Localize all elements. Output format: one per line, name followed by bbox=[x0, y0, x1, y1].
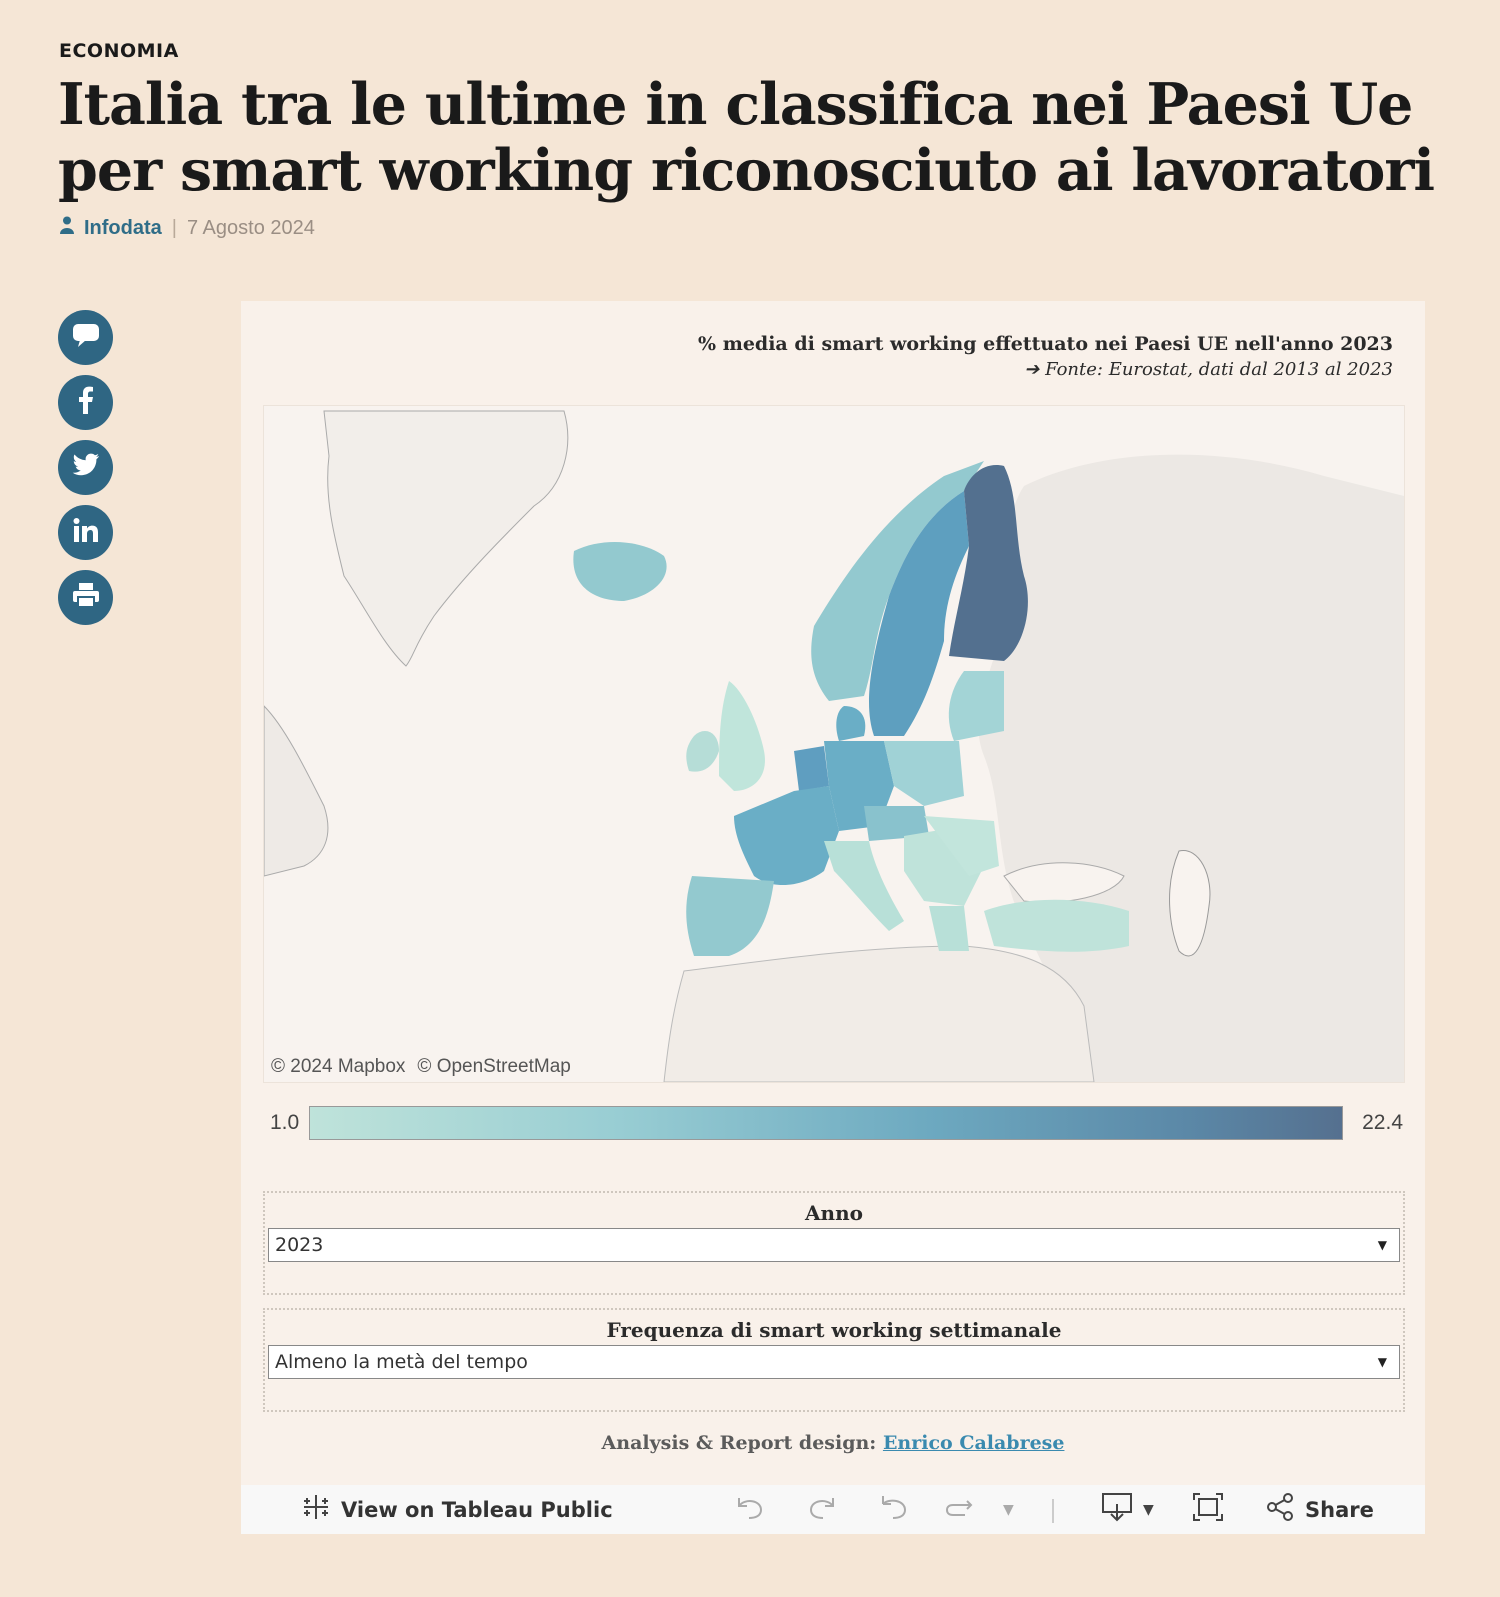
linkedin-icon bbox=[73, 518, 99, 547]
map-attribution: © 2024 Mapbox © OpenStreetMap bbox=[271, 1056, 571, 1078]
ireland-region bbox=[686, 731, 719, 772]
tableau-toolbar: View on Tableau Public ▼ ▼ Share bbox=[241, 1485, 1425, 1534]
benelux-region bbox=[794, 746, 829, 791]
credit-prefix: Analysis & Report design: bbox=[602, 1432, 877, 1454]
greenland-landmass bbox=[324, 411, 568, 666]
choropleth-map[interactable]: © 2024 Mapbox © OpenStreetMap bbox=[263, 405, 1405, 1083]
social-share-bar bbox=[58, 310, 113, 625]
osm-attribution[interactable]: © OpenStreetMap bbox=[417, 1056, 570, 1078]
redo-icon bbox=[807, 1494, 837, 1525]
view-on-tableau-label: View on Tableau Public bbox=[341, 1498, 613, 1522]
byline: Infodata | 7 Agosto 2024 bbox=[60, 216, 315, 240]
byline-separator: | bbox=[172, 217, 177, 240]
view-on-tableau-button[interactable]: View on Tableau Public bbox=[301, 1492, 613, 1527]
canada-landmass bbox=[264, 706, 328, 876]
frequency-filter: Frequenza di smart working settimanale A… bbox=[263, 1308, 1405, 1412]
france-region bbox=[734, 786, 839, 885]
caret-down-icon: ▼ bbox=[1143, 1502, 1154, 1518]
share-button[interactable]: Share bbox=[1265, 1492, 1374, 1527]
redo-button[interactable] bbox=[807, 1494, 837, 1525]
report-credit: Analysis & Report design: Enrico Calabre… bbox=[241, 1432, 1425, 1454]
year-select[interactable]: 2023 ▼ bbox=[268, 1228, 1400, 1262]
frequency-filter-label: Frequenza di smart working settimanale bbox=[265, 1318, 1403, 1342]
viz-header: % media di smart working effettuato nei … bbox=[698, 333, 1393, 380]
section-label[interactable]: ECONOMIA bbox=[59, 40, 179, 62]
north-africa-landmass bbox=[664, 946, 1094, 1082]
baltics-region bbox=[949, 671, 1004, 741]
fullscreen-icon bbox=[1192, 1492, 1224, 1527]
pause-dropdown[interactable]: ▼ bbox=[1003, 1502, 1014, 1518]
comment-button[interactable] bbox=[58, 310, 113, 365]
tableau-viz: % media di smart working effettuato nei … bbox=[241, 301, 1425, 1534]
viz-source: ➔ Fonte: Eurostat, dati dal 2013 al 2023 bbox=[698, 359, 1393, 380]
year-select-value: 2023 bbox=[275, 1234, 323, 1256]
article-title: Italia tra le ultime in classifica nei P… bbox=[58, 72, 1458, 204]
revert-button[interactable] bbox=[879, 1494, 909, 1525]
legend-min: 1.0 bbox=[270, 1111, 299, 1135]
legend-gradient bbox=[309, 1106, 1343, 1140]
comment-icon bbox=[72, 322, 100, 353]
revert-icon bbox=[879, 1494, 909, 1525]
download-icon bbox=[1101, 1492, 1133, 1527]
year-filter: Anno 2023 ▼ bbox=[263, 1191, 1405, 1295]
author-credit-link[interactable]: Enrico Calabrese bbox=[883, 1432, 1065, 1454]
linkedin-share-button[interactable] bbox=[58, 505, 113, 560]
share-label: Share bbox=[1305, 1498, 1374, 1522]
denmark-region bbox=[836, 706, 865, 741]
publish-date: 7 Agosto 2024 bbox=[187, 217, 315, 240]
refresh-button[interactable] bbox=[945, 1497, 975, 1522]
viz-title: % media di smart working effettuato nei … bbox=[698, 333, 1393, 355]
year-filter-label: Anno bbox=[265, 1201, 1403, 1225]
mapbox-attribution[interactable]: © 2024 Mapbox bbox=[271, 1056, 405, 1078]
color-legend: 1.0 22.4 bbox=[263, 1105, 1403, 1141]
greece-region bbox=[929, 906, 969, 951]
legend-max: 22.4 bbox=[1362, 1111, 1403, 1135]
iceland-region bbox=[573, 542, 666, 601]
refresh-icon bbox=[945, 1497, 975, 1522]
toolbar-divider bbox=[1052, 1499, 1054, 1523]
dropdown-arrow-icon: ▼ bbox=[1378, 1355, 1387, 1369]
italy-region bbox=[824, 841, 904, 931]
caret-down-icon: ▼ bbox=[1003, 1502, 1014, 1518]
turkey-region bbox=[984, 900, 1129, 952]
print-button[interactable] bbox=[58, 570, 113, 625]
share-icon bbox=[1265, 1492, 1295, 1527]
frequency-select[interactable]: Almeno la metà del tempo ▼ bbox=[268, 1345, 1400, 1379]
download-button[interactable]: ▼ bbox=[1101, 1492, 1154, 1527]
author-link[interactable]: Infodata bbox=[84, 217, 162, 240]
poland-region bbox=[884, 741, 964, 806]
uk-region bbox=[719, 681, 765, 791]
twitter-share-button[interactable] bbox=[58, 440, 113, 495]
dropdown-arrow-icon: ▼ bbox=[1378, 1238, 1387, 1252]
undo-icon bbox=[735, 1494, 765, 1525]
print-icon bbox=[72, 582, 100, 613]
frequency-select-value: Almeno la metà del tempo bbox=[275, 1351, 528, 1373]
fullscreen-button[interactable] bbox=[1192, 1492, 1224, 1527]
tableau-logo-icon bbox=[301, 1492, 331, 1527]
facebook-share-button[interactable] bbox=[58, 375, 113, 430]
facebook-icon bbox=[78, 386, 94, 419]
spain-portugal-region bbox=[686, 876, 774, 956]
twitter-icon bbox=[72, 453, 100, 482]
undo-button[interactable] bbox=[735, 1494, 765, 1525]
person-icon bbox=[60, 216, 74, 240]
